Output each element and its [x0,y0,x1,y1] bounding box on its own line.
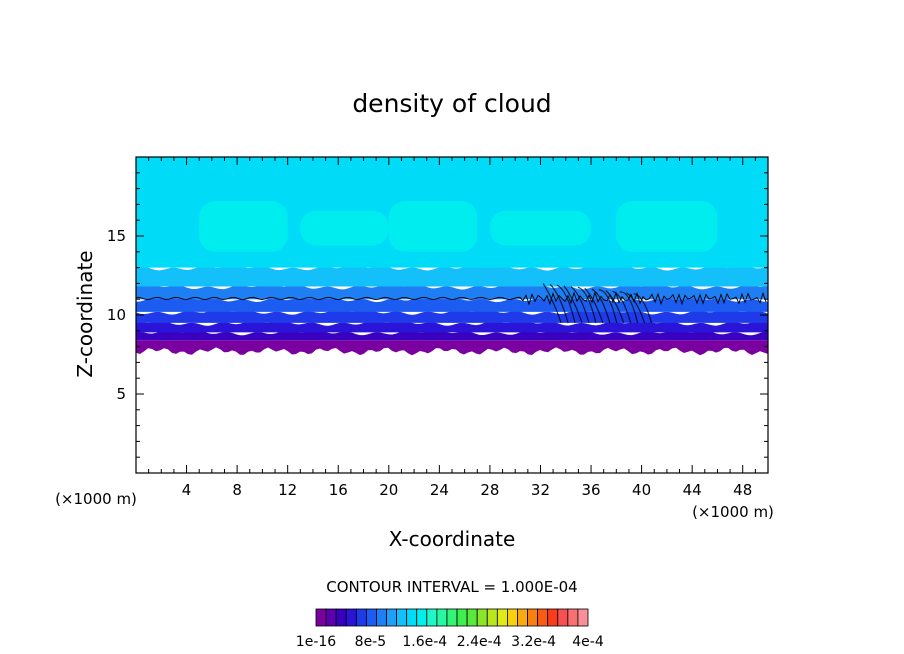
y-axis-label: Z-coordinate [73,250,97,377]
x-tick-label: 24 [430,481,449,499]
x-unit-right: (×1000 m) [692,503,774,521]
colorbar-swatch [396,608,408,627]
colorbar-swatch [315,608,327,627]
wave-streak [542,283,562,324]
colorbar-swatch [456,608,468,627]
wave-streak [556,284,576,324]
wave-streak [563,285,583,324]
colorbar-swatch [426,608,438,627]
colorbar-swatch [496,608,508,627]
colorbar-swatch [365,608,377,627]
y-tick-label: 5 [116,385,126,403]
wave-streak [605,290,625,324]
colorbar-label: 3.2e-4 [511,634,556,650]
y-tick-label: 10 [107,306,126,324]
x-tick-label: 16 [329,481,348,499]
contour-band-8-0 [199,201,288,252]
contour-band-3 [136,308,768,323]
colorbar-swatch [436,608,448,627]
wave-streak [570,286,590,324]
colorbar-swatch [547,608,559,627]
colorbar-swatch [345,608,357,627]
x-tick-label: 28 [480,481,499,499]
y-tick-label: 15 [107,227,126,245]
contour-band-6 [136,264,768,287]
colorbar-swatch [355,608,367,627]
colorbar-swatch [335,608,347,627]
colorbar-swatch [537,608,549,627]
contour-band-8-2 [388,201,478,252]
x-tick-label: 8 [232,481,242,499]
colorbar [315,608,589,627]
wave-streak [591,288,611,324]
colorbar-swatch [567,608,579,627]
contour-band-2 [136,319,768,333]
wave-streak [626,292,646,324]
wave-streak [619,291,639,324]
colorbar-swatch [507,608,518,627]
colorbar-swatch [466,608,478,627]
x-tick-label: 44 [683,481,702,499]
colorbar-label: 8e-5 [355,634,386,650]
wave-streak [633,293,653,324]
x-tick-label: 40 [632,481,651,499]
contour-field [136,157,768,356]
colorbar-swatch [406,608,418,627]
x-tick-label: 12 [278,481,297,499]
contour-band-8-4 [616,201,718,252]
chart-title: density of cloud [352,89,551,118]
contour-band-8-3 [489,210,592,246]
contour-interval-text: CONTOUR INTERVAL = 1.000E-04 [326,578,577,596]
x-tick-label: 4 [182,481,192,499]
contour-band-0 [136,340,768,356]
colorbar-label: 1.6e-4 [402,634,447,650]
wave-streak [577,286,597,324]
colorbar-swatch [557,608,569,627]
colorbar-label: 1e-16 [296,634,336,650]
x-tick-label: 32 [531,481,550,499]
colorbar-labels: 1e-16 8e-5 1.6e-4 2.4e-4 3.2e-4 4e-4 [296,634,604,650]
colorbar-swatch [577,608,589,627]
colorbar-swatch [486,608,498,627]
colorbar-swatch [527,608,539,627]
colorbar-swatch [416,608,428,627]
x-axis-label: X-coordinate [389,527,516,551]
colorbar-label: 4e-4 [572,634,604,650]
wave-streak [612,290,632,324]
x-tick-label: 48 [733,481,752,499]
x-unit-left: (×1000 m) [55,490,137,508]
wave-streak [598,289,618,324]
colorbar-swatch [446,608,458,627]
wave-streak [584,287,604,324]
x-tick-label: 20 [379,481,398,499]
colorbar-swatch [386,608,397,627]
colorbar-swatch [476,608,488,627]
colorbar-swatch [325,608,337,627]
colorbar-swatch [376,608,387,627]
x-tick-label: 36 [581,481,600,499]
wave-streak [549,283,569,324]
colorbar-swatch [517,608,528,627]
contour-band-4 [136,296,768,312]
contour-band-8-1 [300,210,389,246]
colorbar-label: 2.4e-4 [457,634,502,650]
contour-line [136,291,767,306]
